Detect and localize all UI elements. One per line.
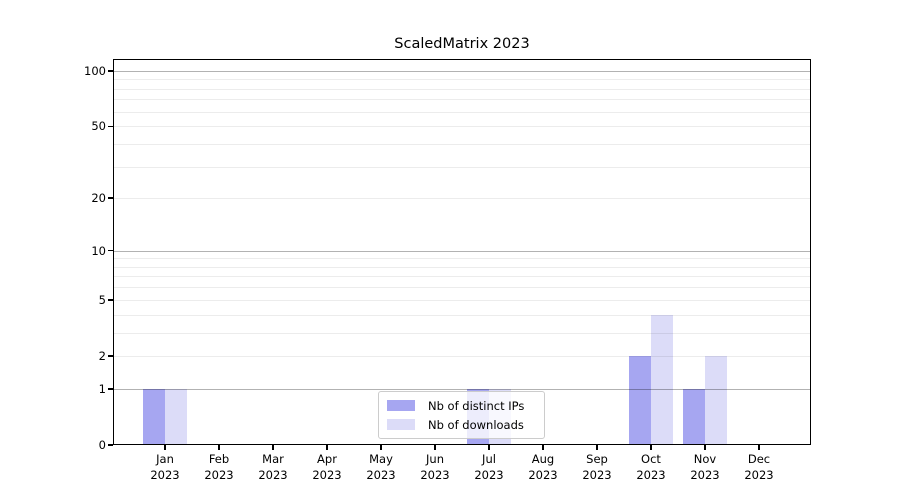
x-tick: [596, 445, 598, 450]
bar-nb-of-distinct-ips-nov: [683, 388, 705, 445]
y-gridline-minor: [113, 88, 811, 90]
y-gridline-minor: [113, 355, 811, 357]
x-tick-label: Oct 2023: [621, 452, 681, 483]
x-tick-label-line: 2023: [690, 467, 720, 482]
x-tick-label-line: Feb: [208, 452, 230, 466]
x-tick-label-line: Jan: [156, 452, 174, 466]
y-tick: [108, 249, 113, 252]
legend: Nb of distinct IPs Nb of downloads: [378, 391, 545, 439]
y-gridline-major: [113, 250, 811, 252]
y-tick-label: 10: [91, 243, 106, 258]
x-tick-label-line: 2023: [258, 467, 288, 482]
x-tick-label-line: Nov: [693, 452, 717, 466]
x-tick-label-line: May: [369, 452, 393, 466]
y-gridline-minor: [113, 287, 811, 289]
x-tick: [434, 445, 436, 450]
x-tick-label-line: Mar: [262, 452, 284, 466]
y-tick-label: 0: [98, 438, 106, 452]
legend-label-distinct-ips: Nb of distinct IPs: [428, 398, 525, 413]
y-tick-label: 1: [98, 381, 106, 396]
legend-swatch-distinct-ips: [387, 400, 415, 411]
x-tick: [272, 445, 274, 450]
plot-area: [113, 59, 811, 445]
y-gridline-major: [113, 70, 811, 72]
x-tick-label: Dec 2023: [729, 452, 789, 483]
x-tick-label-line: 2023: [474, 467, 504, 482]
y-gridline-minor: [113, 126, 811, 128]
y-gridline-minor: [113, 143, 811, 145]
y-gridline-minor: [113, 258, 811, 260]
x-tick-label: Sep 2023: [567, 452, 627, 483]
x-tick-label: Aug 2023: [513, 452, 573, 483]
bar-nb-of-distinct-ips-oct: [629, 355, 651, 445]
x-tick-label: Nov 2023: [675, 452, 735, 483]
y-gridline-minor: [113, 266, 811, 268]
x-tick: [704, 445, 706, 450]
x-tick-label-line: 2023: [312, 467, 342, 482]
x-tick-label-line: Sep: [586, 452, 608, 466]
y-gridline-major: [113, 388, 811, 390]
x-tick-label-line: 2023: [528, 467, 558, 482]
y-tick-label: 100: [84, 63, 106, 78]
y-gridline-minor: [113, 166, 811, 168]
x-tick-label-line: Jun: [426, 452, 444, 466]
x-tick: [380, 445, 382, 450]
y-tick-label: 2: [98, 348, 106, 363]
x-tick-label-line: Oct: [641, 452, 661, 466]
legend-item-distinct-ips: Nb of distinct IPs: [385, 396, 538, 415]
x-tick: [542, 445, 544, 450]
x-tick: [326, 445, 328, 450]
legend-label-downloads: Nb of downloads: [428, 417, 524, 432]
x-tick-label-line: 2023: [366, 467, 396, 482]
y-tick: [108, 125, 113, 128]
y-tick: [108, 197, 113, 200]
x-tick: [218, 445, 220, 450]
x-tick: [758, 445, 760, 450]
x-tick-label-line: 2023: [582, 467, 612, 482]
y-gridline-minor: [113, 99, 811, 101]
x-tick-label: Apr 2023: [297, 452, 357, 483]
x-tick-label: Feb 2023: [189, 452, 249, 483]
x-tick-label-line: 2023: [420, 467, 450, 482]
y-tick: [108, 388, 113, 390]
x-tick: [164, 445, 166, 450]
y-gridline-minor: [113, 276, 811, 278]
x-tick-label-line: 2023: [150, 467, 180, 482]
y-gridline-minor: [113, 79, 811, 81]
bar-nb-of-downloads-oct: [651, 314, 673, 445]
x-tick-label-line: 2023: [204, 467, 234, 482]
legend-swatch-downloads: [387, 419, 415, 430]
x-tick-label-line: Dec: [747, 452, 771, 466]
y-tick: [108, 355, 113, 357]
y-gridline-minor: [113, 299, 811, 301]
y-tick: [108, 298, 113, 301]
bar-nb-of-distinct-ips-jan: [143, 388, 165, 445]
legend-item-downloads: Nb of downloads: [385, 415, 538, 434]
y-gridline-minor: [113, 332, 811, 334]
y-tick: [108, 444, 113, 446]
bar-nb-of-downloads-nov: [705, 355, 727, 445]
x-tick-label: Mar 2023: [243, 452, 303, 483]
chart-title: ScaledMatrix 2023: [394, 36, 530, 52]
y-tick-label: 5: [98, 292, 106, 307]
x-tick: [650, 445, 652, 450]
x-tick-label: May 2023: [351, 452, 411, 483]
y-gridline-minor: [113, 111, 811, 113]
x-tick: [488, 445, 490, 450]
y-tick-label: 20: [91, 191, 106, 206]
x-tick-label: Jun 2023: [405, 452, 465, 483]
x-tick-label-line: Jul: [482, 452, 496, 466]
x-tick-label-line: Aug: [531, 452, 555, 466]
y-tick: [108, 70, 113, 72]
x-tick-label-line: 2023: [744, 467, 774, 482]
x-tick-label-line: Apr: [317, 452, 337, 466]
bar-nb-of-downloads-jan: [165, 388, 187, 445]
y-gridline-minor: [113, 314, 811, 316]
x-tick-label: Jul 2023: [459, 452, 519, 483]
x-tick-label: Jan 2023: [135, 452, 195, 483]
y-gridline-minor: [113, 198, 811, 200]
y-tick-label: 50: [91, 119, 106, 134]
x-tick-label-line: 2023: [636, 467, 666, 482]
